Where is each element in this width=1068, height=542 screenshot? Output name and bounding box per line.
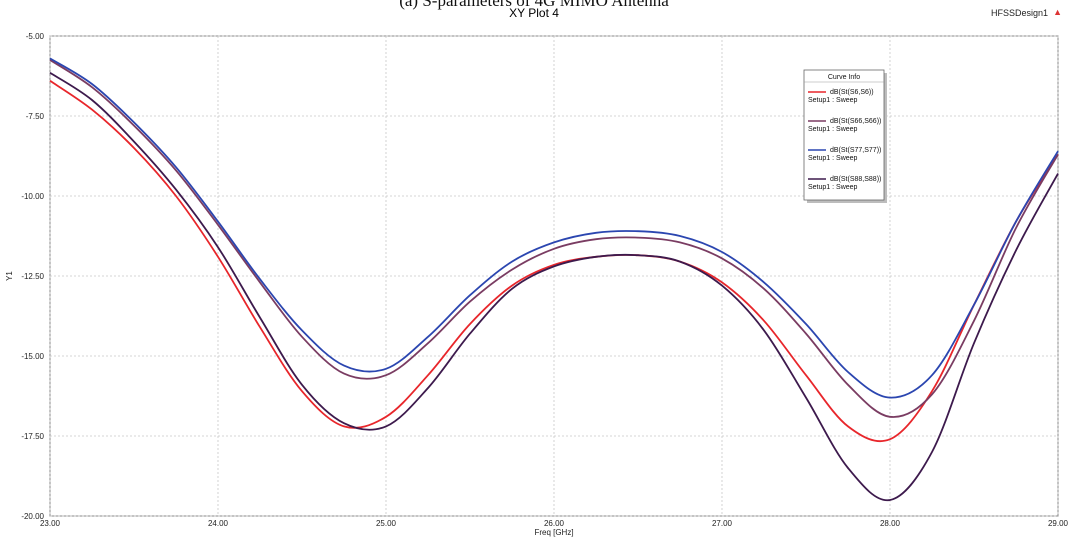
x-tick-label: 28.00 [880, 519, 901, 528]
legend-series-setup-4: Setup1 : Sweep [808, 184, 858, 191]
x-tick-label: 25.00 [376, 519, 397, 528]
legend-series-name-4: dB(St(S88,S88)) [830, 176, 881, 183]
series-line-2 [49, 59, 1059, 418]
series-line-1 [49, 80, 1059, 443]
x-tick-label: 24.00 [208, 519, 229, 528]
legend-title: Curve Info [828, 74, 860, 81]
x-tick-label: 23.00 [40, 519, 61, 528]
y-tick-label: -20.00 [21, 512, 44, 521]
chart-title: XY Plot 4 [509, 6, 559, 20]
legend-series-name-1: dB(St(S6,S6)) [830, 89, 874, 96]
x-tick-label: 26.00 [544, 519, 565, 528]
y-tick-label: -5.00 [26, 32, 45, 41]
series-line-3 [49, 57, 1059, 399]
figure-caption: (a) S-parameters of 4G MIMO Antenna [399, 0, 669, 10]
x-tick-label: 27.00 [712, 519, 733, 528]
y-tick-label: -7.50 [26, 112, 45, 121]
legend-series-setup-2: Setup1 : Sweep [808, 126, 858, 133]
x-axis-label: Freq [GHz] [534, 528, 573, 537]
y-tick-label: -17.50 [21, 432, 44, 441]
design-name: HFSSDesign1 [990, 8, 1048, 18]
legend-series-name-2: dB(St(S66,S66)) [830, 118, 881, 125]
y-tick-label: -10.00 [21, 192, 44, 201]
legend-series-setup-3: Setup1 : Sweep [808, 155, 858, 162]
series-line-4 [49, 72, 1059, 502]
y-tick-label: -12.50 [21, 272, 44, 281]
legend-series-name-3: dB(St(S77,S77)) [830, 147, 881, 154]
x-tick-label: 29.00 [1048, 519, 1068, 528]
legend-series-setup-1: Setup1 : Sweep [808, 97, 858, 104]
y-axis-label: Y1 [5, 271, 14, 281]
design-logo-icon: ▲ [1053, 7, 1062, 17]
y-tick-label: -15.00 [21, 352, 44, 361]
